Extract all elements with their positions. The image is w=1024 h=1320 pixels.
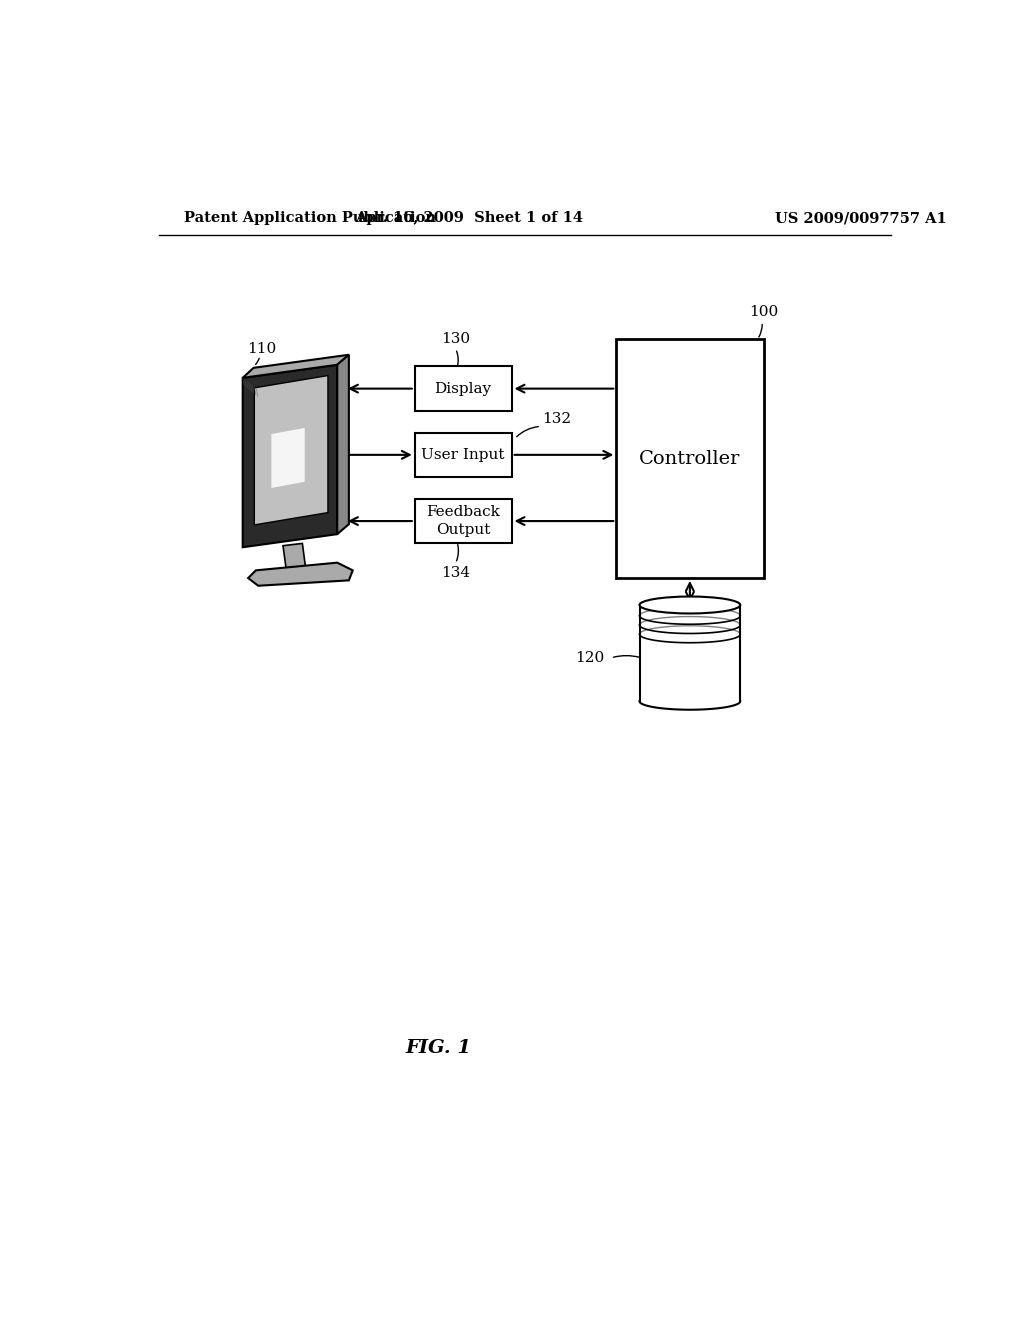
Text: Controller: Controller bbox=[639, 450, 740, 467]
Text: Patent Application Publication: Patent Application Publication bbox=[183, 211, 436, 226]
Bar bbox=[415, 367, 512, 411]
Text: Display: Display bbox=[434, 381, 492, 396]
Text: 110: 110 bbox=[247, 342, 275, 356]
Text: User Input: User Input bbox=[422, 447, 505, 462]
Bar bbox=[640, 605, 740, 701]
Text: US 2009/0097757 A1: US 2009/0097757 A1 bbox=[775, 211, 947, 226]
Text: 120: 120 bbox=[575, 651, 604, 665]
Text: 130: 130 bbox=[441, 333, 470, 346]
Bar bbox=[415, 433, 512, 478]
Text: 134: 134 bbox=[441, 566, 470, 579]
Text: 100: 100 bbox=[749, 305, 778, 319]
Ellipse shape bbox=[640, 597, 740, 614]
Text: Feedback
Output: Feedback Output bbox=[426, 506, 500, 537]
Polygon shape bbox=[337, 355, 349, 535]
Polygon shape bbox=[248, 562, 352, 586]
Bar bbox=[616, 339, 764, 578]
Polygon shape bbox=[254, 376, 328, 525]
Bar bbox=[415, 499, 512, 544]
Polygon shape bbox=[271, 428, 305, 488]
Text: 132: 132 bbox=[543, 412, 571, 425]
Polygon shape bbox=[243, 364, 337, 548]
Polygon shape bbox=[243, 355, 349, 378]
Polygon shape bbox=[283, 544, 306, 574]
Text: Apr. 16, 2009  Sheet 1 of 14: Apr. 16, 2009 Sheet 1 of 14 bbox=[355, 211, 583, 226]
Text: FIG. 1: FIG. 1 bbox=[406, 1039, 471, 1057]
